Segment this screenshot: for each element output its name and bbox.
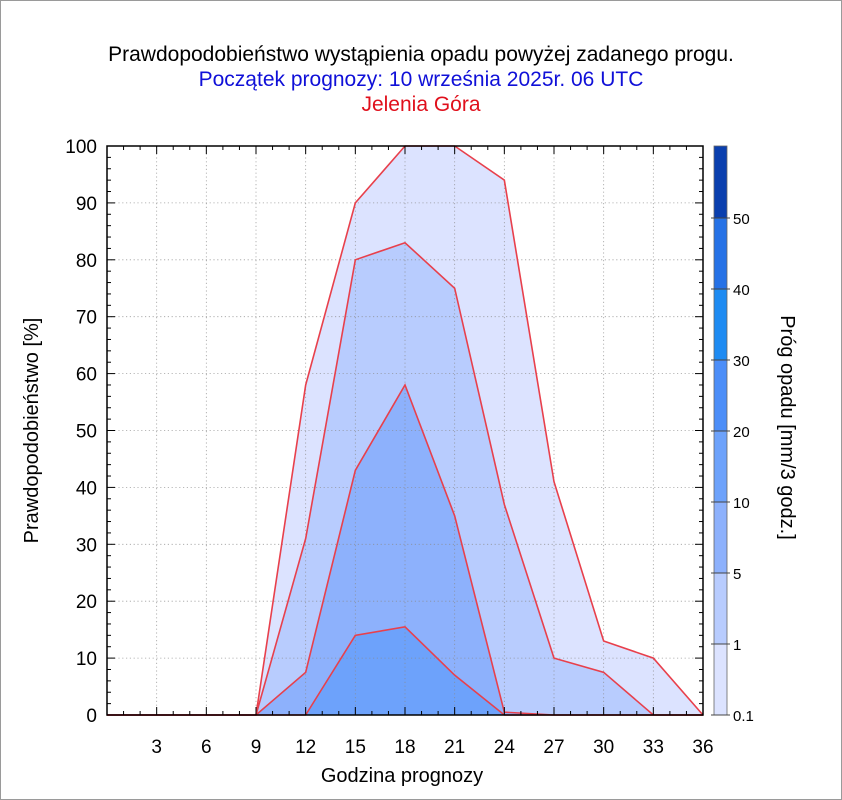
x-tick-label: 12 [295, 737, 316, 758]
colorbar-segment [714, 218, 727, 289]
x-tick-label: 33 [643, 737, 664, 758]
x-tick-label: 24 [494, 737, 516, 758]
y-tick-label: 40 [76, 478, 97, 499]
forecast-start-subtitle: Początek prognozy: 10 września 2025r. 06… [198, 68, 644, 91]
x-tick-label: 3 [151, 737, 162, 758]
y-axis-title: Prawdopodobieństwo [%] [21, 318, 43, 544]
colorbar-segment [714, 431, 727, 502]
colorbar-label: 30 [733, 353, 750, 370]
y-tick-label: 90 [76, 194, 97, 215]
x-tick-label: 27 [543, 737, 564, 758]
colorbar-label: 5 [733, 566, 741, 583]
y-tick-label: 0 [86, 706, 97, 727]
x-tick-label: 30 [593, 737, 614, 758]
x-tick-label: 6 [201, 737, 212, 758]
x-tick-labels: 3 6 9 12 15 18 21 24 27 30 33 36 [151, 737, 713, 758]
colorbar-segment [714, 360, 727, 431]
colorbar-labels: 0.1 1 5 10 20 30 40 50 [733, 211, 754, 725]
y-tick-labels: 0 10 20 30 40 50 60 70 80 90 100 [65, 137, 97, 727]
colorbar-label: 40 [733, 282, 750, 299]
location-name: Jelenia Góra [361, 93, 481, 116]
minor-ticks [106, 145, 704, 716]
y-tick-label: 50 [76, 422, 97, 443]
y-tick-label: 100 [65, 137, 97, 158]
threshold-colorbar [711, 145, 730, 716]
colorbar-segment [714, 289, 727, 360]
x-tick-label: 18 [394, 737, 415, 758]
y-tick-label: 20 [76, 592, 97, 613]
colorbar-segment [714, 573, 727, 644]
x-tick-label: 15 [345, 737, 366, 758]
colorbar-label: 1 [733, 637, 741, 654]
colorbar-label: 20 [733, 424, 750, 441]
colorbar-title: Próg opadu [mm/3 godz.] [776, 315, 798, 540]
colorbar-label: 50 [733, 211, 750, 228]
colorbar-segment [714, 502, 727, 573]
x-tick-label: 21 [444, 737, 465, 758]
y-tick-label: 30 [76, 535, 97, 556]
x-tick-label: 9 [251, 737, 262, 758]
colorbar-label: 0.1 [733, 708, 754, 725]
x-axis-title: Godzina prognozy [321, 765, 483, 787]
y-tick-label: 70 [76, 308, 97, 329]
y-tick-label: 60 [76, 365, 97, 386]
colorbar-segment-top [714, 146, 727, 218]
y-tick-label: 10 [76, 649, 97, 670]
x-tick-label: 36 [692, 737, 713, 758]
colorbar-segment [714, 644, 727, 715]
grid-lines [107, 146, 703, 715]
chart-title: Prawdopodobieństwo wystąpienia opadu pow… [108, 43, 734, 66]
y-tick-label: 80 [76, 251, 97, 272]
colorbar-label: 10 [733, 495, 750, 512]
